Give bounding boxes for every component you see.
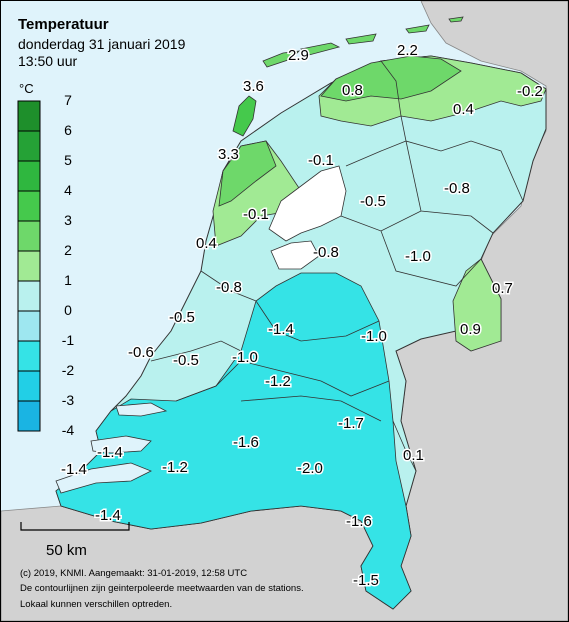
legend-band <box>17 310 41 342</box>
station-value: -1.4 <box>95 507 121 524</box>
legend-unit: °C <box>19 81 34 96</box>
station-value: -1.4 <box>61 461 87 478</box>
station-value: -0.6 <box>128 344 154 361</box>
station-value: -0.5 <box>169 309 195 326</box>
island-terschelling <box>300 42 341 56</box>
map-title: Temperatuur <box>18 16 109 33</box>
footer-note-contours: De contourlijnen zijn geinterpoleerde me… <box>20 583 304 594</box>
station-value: 3.3 <box>218 146 239 163</box>
map-date: donderdag 31 januari 2019 <box>18 36 186 52</box>
map-time: 13:50 uur <box>18 53 78 69</box>
island-vlieland <box>262 50 301 68</box>
station-value: -1.2 <box>265 373 291 390</box>
station-value: -2.0 <box>297 460 323 477</box>
station-value: -0.8 <box>313 244 339 261</box>
station-value: -1.7 <box>338 415 364 432</box>
legend-tick-label: 6 <box>64 122 72 138</box>
station-value: 0.7 <box>492 280 513 297</box>
station-value: 0.1 <box>403 447 424 464</box>
station-value: 0.4 <box>196 235 217 252</box>
legend-band <box>17 100 41 132</box>
legend-band <box>17 340 41 372</box>
zone-green-northwest-dark <box>218 140 277 207</box>
station-value: -1.0 <box>361 328 387 345</box>
zone-1-to-2-north <box>320 55 462 102</box>
legend-tick-label: -1 <box>61 332 75 348</box>
station-value: 0.8 <box>342 82 363 99</box>
legend-tick-label: 0 <box>64 302 72 318</box>
station-value: -0.8 <box>216 279 242 296</box>
station-value: -0.5 <box>360 193 386 210</box>
station-value: -1.4 <box>97 444 123 461</box>
scale-bar <box>20 522 130 531</box>
station-value: 3.6 <box>243 78 264 95</box>
estuary-haringvliet <box>115 402 168 417</box>
lake-markermeer <box>270 240 320 270</box>
station-value: -0.8 <box>444 180 470 197</box>
lake-ijsselmeer <box>268 165 347 242</box>
scale-bar-label: 50 km <box>46 542 87 559</box>
legend-tick-label: -3 <box>61 392 75 408</box>
legend-band <box>17 370 41 402</box>
station-value: -1.5 <box>353 572 379 589</box>
station-value: 0.9 <box>460 321 481 338</box>
station-value: -1.0 <box>232 349 258 366</box>
island-rottum <box>448 16 464 23</box>
station-value: 0.4 <box>453 101 474 118</box>
footer-note-local: Lokaal kunnen verschillen optreden. <box>20 599 173 610</box>
legend-band <box>17 220 41 252</box>
station-value: -0.1 <box>308 152 334 169</box>
legend-band <box>17 400 41 432</box>
legend-colorbar <box>17 100 41 432</box>
legend-tick-label: 2 <box>64 242 72 258</box>
station-value: 2.9 <box>288 47 309 64</box>
legend-tick-label: 1 <box>64 272 72 288</box>
estuary-oosterschelde <box>90 435 152 454</box>
legend-band <box>17 160 41 192</box>
legend-band <box>17 250 41 282</box>
province-borders <box>150 60 524 472</box>
legend-tick-label: -4 <box>61 422 75 438</box>
station-value: -0.1 <box>243 206 269 223</box>
legend-tick-label: 5 <box>64 152 72 168</box>
station-value: -1.2 <box>162 459 188 476</box>
station-value: -1.6 <box>233 434 259 451</box>
legend-band <box>17 130 41 162</box>
station-value: -0.5 <box>173 352 199 369</box>
station-value: -1.4 <box>268 321 294 338</box>
island-texel <box>232 95 257 137</box>
station-value: -0.2 <box>517 83 543 100</box>
station-value: 2.2 <box>397 42 418 59</box>
island-ameland <box>345 33 377 45</box>
legend-tick-label: -2 <box>61 362 75 378</box>
legend-tick-label: 4 <box>64 182 72 198</box>
station-value: -1.0 <box>405 248 431 265</box>
zone-green-east <box>452 258 502 352</box>
legend-band <box>17 280 41 312</box>
station-value: -1.6 <box>346 513 372 530</box>
station-labels: 2.9 2.2 3.6 0.8 -0.2 0.4 3.3 -0.1 -0.8 -… <box>60 41 545 591</box>
legend-tick-label: 3 <box>64 212 72 228</box>
legend-band <box>17 190 41 222</box>
legend-tick-label: 7 <box>64 92 72 108</box>
island-schiermonnikoog <box>405 24 430 34</box>
footer-copyright: (c) 2019, KNMI. Aangemaakt: 31-01-2019, … <box>20 568 248 579</box>
estuary-westerschelde <box>55 462 152 494</box>
